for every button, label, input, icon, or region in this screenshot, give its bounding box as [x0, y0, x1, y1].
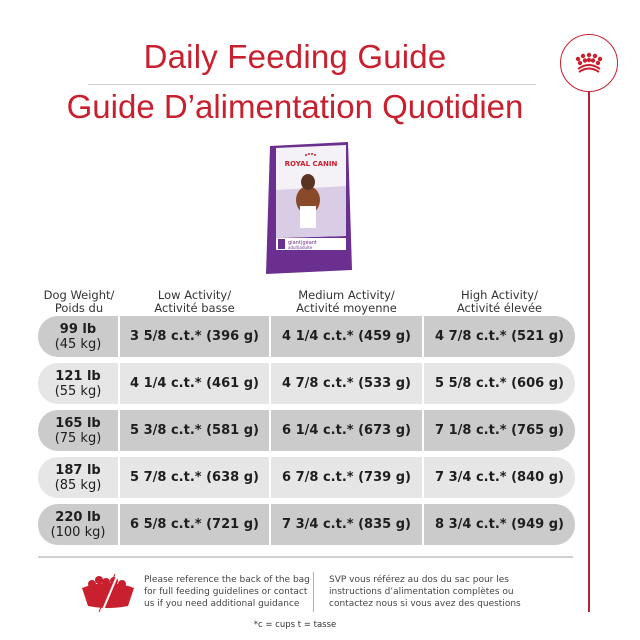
weight-kg: (75 kg)	[54, 430, 102, 446]
svg-text:adult|adulte: adult|adulte	[288, 245, 313, 250]
medium-activity-cell: 4 7/8 c.t.* (533 g)	[271, 363, 422, 404]
high-activity-cell: 7 1/8 c.t.* (765 g)	[424, 410, 575, 451]
weight-kg: (55 kg)	[54, 383, 102, 399]
table-row: 165 lb (75 kg) 5 3/8 c.t.* (581 g) 6 1/4 …	[38, 410, 575, 451]
svg-text:ROYAL CANIN: ROYAL CANIN	[285, 160, 338, 168]
header-low-activity: Low Activity/ Activité basse	[120, 289, 269, 315]
medium-activity-cell: 4 1/4 c.t.* (459 g)	[271, 316, 422, 357]
high-activity-cell: 7 3/4 c.t.* (840 g)	[424, 457, 575, 498]
low-activity-cell: 5 7/8 c.t.* (638 g)	[120, 457, 269, 498]
product-bag-image: ROYAL CANIN giant|géant adult|adulte	[266, 140, 352, 276]
brand-vertical-line	[588, 92, 590, 612]
royal-canin-logo	[560, 34, 618, 92]
low-activity-cell: 4 1/4 c.t.* (461 g)	[120, 363, 269, 404]
weight-lb: 99 lb	[59, 321, 97, 337]
header-en: Medium Activity/	[298, 288, 395, 302]
title-english: Daily Feeding Guide	[143, 38, 447, 75]
header-fr: Activité basse	[154, 301, 235, 315]
note-line: Please reference the back of the bag	[144, 575, 310, 585]
weight-lb: 220 lb	[55, 509, 101, 525]
weight-cell: 121 lb (55 kg)	[38, 363, 118, 404]
header-en: Low Activity/	[157, 288, 232, 302]
footnote: *c = cups t = tasse	[253, 620, 337, 630]
weight-cell: 165 lb (75 kg)	[38, 410, 118, 451]
header-fr: Activité moyenne	[296, 301, 397, 315]
medium-activity-cell: 7 3/4 c.t.* (835 g)	[271, 504, 422, 545]
low-activity-cell: 3 5/8 c.t.* (396 g)	[120, 316, 269, 357]
high-activity-cell: 5 5/8 c.t.* (606 g)	[424, 363, 575, 404]
weight-cell: 187 lb (85 kg)	[38, 457, 118, 498]
weight-lb: 165 lb	[55, 415, 101, 431]
header-high-activity: High Activity/ Activité élevée	[424, 289, 575, 315]
note-english: Please reference the back of the bag for…	[144, 574, 314, 610]
weight-cell: 99 lb (45 kg)	[38, 316, 118, 357]
weight-cell: 220 lb (100 kg)	[38, 504, 118, 545]
note-line: for full feeding guidelines or contact	[144, 587, 308, 597]
weight-kg: (45 kg)	[54, 336, 102, 352]
svg-text:giant|géant: giant|géant	[288, 239, 317, 246]
bottom-divider	[38, 556, 573, 558]
header-fr: Activité élevée	[456, 301, 543, 315]
royal-crown-icon	[575, 52, 603, 73]
note-line: SVP vous référez au dos du sac pour les	[329, 575, 509, 585]
table-row: 220 lb (100 kg) 6 5/8 c.t.* (721 g) 7 3/4…	[38, 504, 575, 545]
header-en: Dog Weight/	[43, 288, 115, 302]
table-row: 187 lb (85 kg) 5 7/8 c.t.* (638 g) 6 7/8 …	[38, 457, 575, 498]
low-activity-cell: 6 5/8 c.t.* (721 g)	[120, 504, 269, 545]
note-french: SVP vous référez au dos du sac pour les …	[329, 574, 559, 610]
header-medium-activity: Medium Activity/ Activité moyenne	[271, 289, 422, 315]
table-row: 99 lb (45 kg) 3 5/8 c.t.* (396 g) 4 1/4 c…	[38, 316, 575, 357]
note-line: contactez nous si vous avez des question…	[329, 599, 521, 609]
weight-lb: 121 lb	[55, 368, 101, 384]
high-activity-cell: 8 3/4 c.t.* (949 g)	[424, 504, 575, 545]
note-line: instructions d’alimentation complètes ou	[329, 587, 514, 597]
weight-kg: (100 kg)	[50, 524, 106, 540]
header-en: High Activity/	[461, 288, 538, 302]
note-line: us if you need additional guidance	[144, 599, 300, 609]
table-row: 121 lb (55 kg) 4 1/4 c.t.* (461 g) 4 7/8 …	[38, 363, 575, 404]
low-activity-cell: 5 3/8 c.t.* (581 g)	[120, 410, 269, 451]
food-bowl-icon	[82, 573, 134, 612]
medium-activity-cell: 6 1/4 c.t.* (673 g)	[271, 410, 422, 451]
high-activity-cell: 4 7/8 c.t.* (521 g)	[424, 316, 575, 357]
medium-activity-cell: 6 7/8 c.t.* (739 g)	[271, 457, 422, 498]
title-divider	[88, 84, 536, 85]
weight-lb: 187 lb	[55, 462, 101, 478]
weight-kg: (85 kg)	[54, 477, 102, 493]
title-french: Guide D’alimentation Quotidien	[66, 88, 524, 125]
notes-separator	[313, 572, 314, 612]
